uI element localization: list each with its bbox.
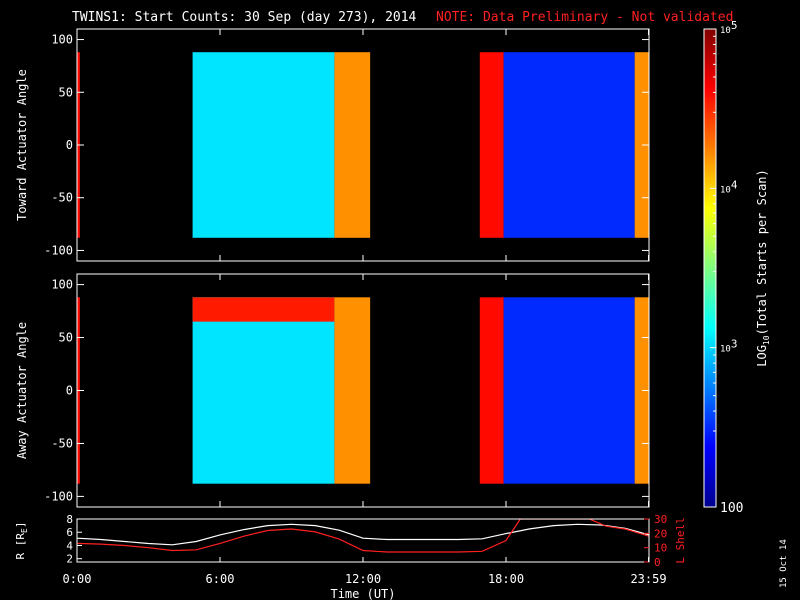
left-tick-label: 8: [66, 513, 73, 526]
y-tick-label: 0: [66, 138, 73, 152]
heatmap-segment-2: [334, 52, 371, 238]
toward-panel: 100 50 0 -50 -100 Toward Actuator Angle: [15, 28, 650, 262]
x-axis-label: Time (UT): [330, 587, 395, 600]
heatmap-segment-2: [334, 297, 371, 484]
heatmap-band-0: [192, 297, 335, 322]
y-tick-label: -50: [51, 436, 73, 450]
right-tick-label: 20: [654, 527, 667, 540]
heatmap-panels: 100 50 0 -50 -100 Toward Actuator Angle 100 50 0…: [15, 28, 650, 508]
y-tick-label: -100: [44, 243, 73, 257]
y-tick-label: 0: [66, 384, 73, 398]
colorbar-scale: [703, 28, 717, 508]
away-panel: 100 50 0 -50 -100 Away Actuator Angle: [15, 273, 650, 508]
preliminary-note: NOTE: Data Preliminary - Not validated: [436, 10, 733, 25]
left-tick-label: 6: [66, 526, 73, 539]
lshell-axis-label: L Shell: [674, 517, 687, 563]
radius-line: [77, 523, 649, 546]
y-tick-label: 100: [51, 33, 73, 47]
heatmap-segment-4: [503, 52, 635, 238]
right-tick-label: 30: [654, 513, 667, 526]
x-tick-label: 0:00: [63, 572, 92, 586]
left-tick-label: 4: [66, 539, 73, 552]
right-tick-label: 10: [654, 542, 667, 555]
heatmap-segment-1: [192, 297, 335, 484]
colorbar-tick-label: 103: [720, 338, 737, 355]
heatmap-segment-5: [634, 52, 649, 238]
right-tick-label: 0: [654, 556, 661, 569]
colorbar-label: LOG10(Total Starts per Scan): [755, 169, 771, 367]
x-tick-label: 23:59: [630, 572, 666, 586]
x-tick-label: 12:00: [345, 572, 381, 586]
y-tick-label: 100: [51, 278, 73, 292]
heatmap-segment-4: [503, 297, 635, 484]
x-tick-label: 6:00: [206, 572, 235, 586]
radius-axis-label: R [RE]: [14, 522, 29, 560]
heatmap-segment-5: [634, 297, 649, 484]
x-tick-label: 18:00: [488, 572, 524, 586]
y-tick-label: -100: [44, 489, 73, 503]
figure-title: TWINS1: Start Counts: 30 Sep (day 273), …: [72, 10, 417, 25]
y-axis-label: Away Actuator Angle: [15, 322, 29, 459]
heatmap-segment-1: [192, 52, 335, 238]
colorbar-tick-label: 100: [720, 501, 743, 516]
heatmap-segment-3: [479, 297, 504, 484]
lshell-line: [77, 519, 649, 553]
side-date-stamp: 15 Oct 14: [779, 539, 789, 588]
y-axis-label: Toward Actuator Angle: [15, 69, 29, 221]
y-tick-label: 50: [59, 331, 73, 345]
colorbar-tick-label: 104: [720, 178, 738, 195]
y-tick-label: 50: [59, 85, 73, 99]
heatmap-segment-3: [479, 52, 504, 238]
y-tick-label: -50: [51, 191, 73, 205]
left-tick-label: 2: [66, 553, 73, 566]
